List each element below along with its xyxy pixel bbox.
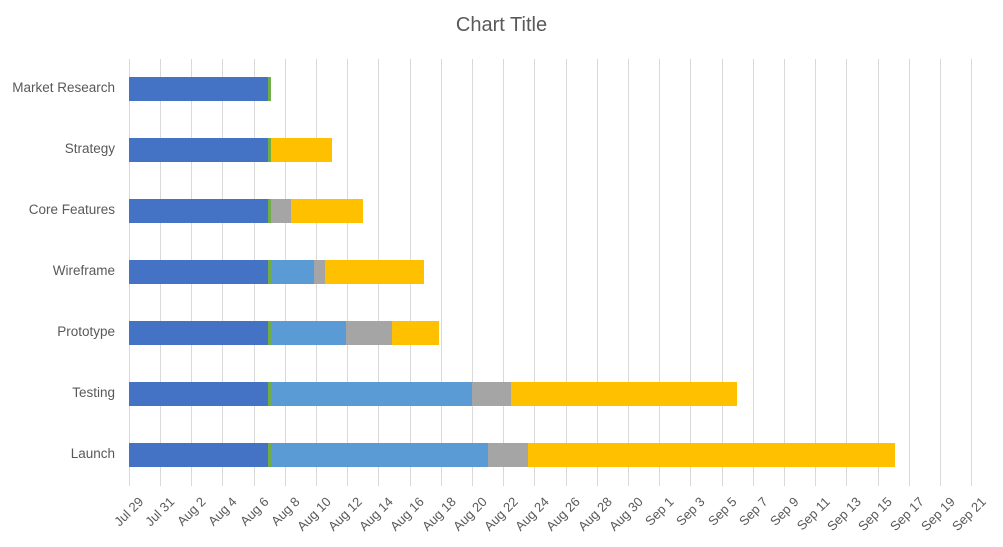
x-tick-label: Aug 10 xyxy=(293,493,334,534)
x-tick-label: Sep 5 xyxy=(704,493,740,529)
bar-segment-yellow[interactable] xyxy=(325,260,424,284)
bar-segment-gray[interactable] xyxy=(314,260,326,284)
x-tick-label: Sep 7 xyxy=(735,493,771,529)
category-label: Launch xyxy=(70,446,115,461)
bar-segment-light-blue[interactable] xyxy=(270,321,346,345)
bar-row-core-features xyxy=(128,199,363,223)
x-tick-label: Sep 15 xyxy=(855,493,896,534)
gridline xyxy=(721,58,723,486)
bar-segment-green[interactable] xyxy=(267,138,271,162)
x-tick-label: Sep 17 xyxy=(886,493,927,534)
x-tick-label: Sep 19 xyxy=(917,493,958,534)
bar-segment-blue[interactable] xyxy=(128,138,268,162)
bar-segment-yellow[interactable] xyxy=(392,321,440,345)
x-tick-label: Sep 21 xyxy=(949,493,989,534)
bar-segment-light-blue[interactable] xyxy=(270,260,315,284)
gridline xyxy=(659,58,661,486)
bar-segment-green[interactable] xyxy=(267,443,271,467)
gridline xyxy=(440,58,442,486)
gridline xyxy=(877,58,879,486)
gridline xyxy=(471,58,473,486)
x-tick-label: Aug 2 xyxy=(174,493,209,529)
gridline xyxy=(846,58,848,486)
category-label: Prototype xyxy=(57,324,115,339)
x-tick-label: Jul 29 xyxy=(111,493,147,529)
bar-row-wireframe xyxy=(128,260,424,284)
gridline xyxy=(971,58,973,486)
bar-row-testing xyxy=(128,382,738,406)
x-tick-label: Aug 12 xyxy=(325,493,365,534)
bar-row-market-research xyxy=(128,77,271,101)
bar-segment-gray[interactable] xyxy=(345,321,393,345)
x-tick-label: Sep 3 xyxy=(673,493,709,529)
bar-segment-gray[interactable] xyxy=(471,382,511,406)
category-label: Wireframe xyxy=(52,263,115,278)
gridline xyxy=(940,58,942,486)
x-tick-label: Jul 31 xyxy=(142,493,178,529)
bar-segment-blue[interactable] xyxy=(128,443,268,467)
x-tick-label: Aug 26 xyxy=(543,493,584,534)
bar-segment-blue[interactable] xyxy=(128,199,268,223)
x-tick-label: Aug 18 xyxy=(418,493,459,534)
category-label: Core Features xyxy=(28,202,115,217)
bar-segment-yellow[interactable] xyxy=(270,138,332,162)
gridline xyxy=(752,58,754,486)
bar-segment-blue[interactable] xyxy=(128,77,268,101)
bar-segment-yellow[interactable] xyxy=(290,199,363,223)
bar-segment-yellow[interactable] xyxy=(528,443,895,467)
gridline xyxy=(908,58,910,486)
x-tick-label: Aug 6 xyxy=(236,493,272,529)
bar-row-launch xyxy=(128,443,895,467)
gridline xyxy=(690,58,692,486)
bar-row-prototype xyxy=(128,321,440,345)
x-tick-label: Aug 20 xyxy=(449,493,490,534)
bar-segment-light-blue[interactable] xyxy=(270,382,472,406)
gridline xyxy=(503,58,505,486)
gridline xyxy=(534,58,536,486)
bar-segment-gray[interactable] xyxy=(487,443,529,467)
bar-segment-yellow[interactable] xyxy=(510,382,738,406)
category-label: Strategy xyxy=(64,141,115,156)
bar-segment-green[interactable] xyxy=(267,382,271,406)
bar-segment-light-blue[interactable] xyxy=(270,443,488,467)
gridline xyxy=(784,58,786,486)
x-tick-label: Aug 14 xyxy=(356,493,396,534)
x-tick-label: Aug 4 xyxy=(205,493,240,529)
bar-segment-green[interactable] xyxy=(267,260,271,284)
bar-segment-green[interactable] xyxy=(267,199,271,223)
bar-row-strategy xyxy=(128,138,332,162)
x-tick-label: Aug 28 xyxy=(574,493,615,534)
x-tick-label: Aug 24 xyxy=(512,493,553,534)
bar-segment-gray[interactable] xyxy=(270,199,291,223)
x-tick-label: Sep 1 xyxy=(642,493,677,529)
chart-title: Chart Title xyxy=(455,14,548,36)
gridline xyxy=(628,58,630,486)
category-label: Testing xyxy=(72,385,115,400)
x-tick-label: Aug 30 xyxy=(605,493,646,534)
gridline xyxy=(596,58,598,486)
x-tick-label: Aug 22 xyxy=(481,493,521,534)
bar-segment-blue[interactable] xyxy=(128,260,268,284)
bar-segment-blue[interactable] xyxy=(128,321,268,345)
gridline xyxy=(565,58,567,486)
x-tick-label: Aug 16 xyxy=(387,493,428,534)
gridline xyxy=(815,58,817,486)
x-tick-label: Sep 13 xyxy=(824,493,865,534)
bar-segment-blue[interactable] xyxy=(128,382,268,406)
bar-segment-green[interactable] xyxy=(267,321,271,345)
bar-segment-green[interactable] xyxy=(267,77,271,101)
category-label: Market Research xyxy=(12,80,115,95)
